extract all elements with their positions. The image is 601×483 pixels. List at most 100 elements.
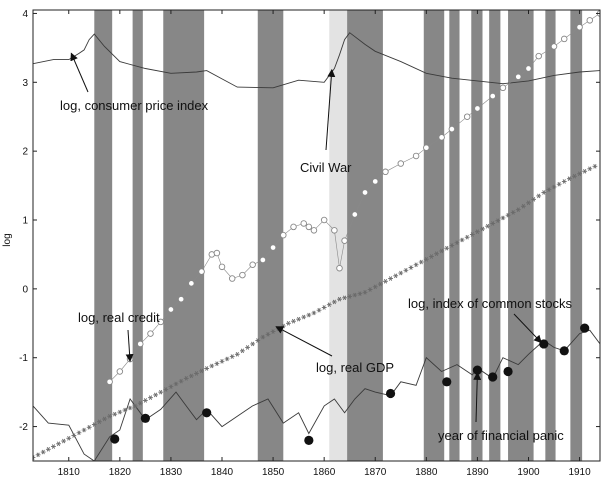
stock-index-point <box>213 249 221 257</box>
arrow-year-of-financial-panic <box>473 371 482 423</box>
x-tick-label: 1870 <box>364 467 387 478</box>
stock-index-point <box>448 125 456 133</box>
gdp-point <box>434 251 439 257</box>
stock-index-point <box>336 264 343 272</box>
panic-point <box>202 408 212 418</box>
gdp-point <box>163 387 169 392</box>
gdp-point <box>408 265 414 270</box>
recession-band <box>449 10 460 461</box>
gdp-point <box>199 368 204 374</box>
stock-index-point <box>157 318 164 326</box>
annotation-civil-war: Civil War <box>300 160 352 175</box>
stock-index-point <box>239 271 246 279</box>
stock-index-point <box>576 23 583 31</box>
panic-point <box>304 435 314 445</box>
stock-index-point <box>305 223 313 231</box>
gdp-point <box>393 273 399 279</box>
gdp-point <box>107 413 113 419</box>
gdp-point <box>219 358 225 364</box>
gdp-point <box>505 212 511 218</box>
stock-index-point <box>269 244 277 251</box>
recession-band <box>471 10 483 461</box>
stock-index-point <box>300 220 307 227</box>
gdp-point <box>331 299 337 305</box>
gdp-point <box>556 181 562 187</box>
arrow-real-gdp <box>275 326 333 357</box>
gdp-point <box>142 398 148 403</box>
recession-band <box>347 10 383 461</box>
panic-point <box>488 372 498 382</box>
y-axis: -2 -1 0 1 2 3 4 <box>19 9 600 433</box>
annotation-consumer-price-index: log, consumer price index <box>60 98 209 113</box>
panic-point <box>503 366 513 377</box>
gdp-point <box>148 395 153 400</box>
gdp-point <box>66 435 72 441</box>
gdp-point <box>444 245 450 251</box>
gdp-point <box>342 295 347 301</box>
gdp-point <box>352 292 358 298</box>
gdp-point <box>500 215 506 221</box>
gdp-point <box>137 400 143 406</box>
recession-bands <box>94 10 583 461</box>
gdp-point <box>561 179 567 184</box>
stock-index-point <box>228 275 236 282</box>
gdp-point <box>81 427 87 433</box>
gdp-point <box>592 163 598 169</box>
annotation-real-gdp: log, real GDP <box>316 360 394 375</box>
gdp-point <box>112 411 118 417</box>
stock-index-point <box>259 256 267 264</box>
gdp-point <box>510 210 516 215</box>
gdp-point <box>260 334 266 340</box>
gdp-point <box>526 200 531 206</box>
gdp-point <box>459 237 465 243</box>
gdp-point <box>296 316 302 322</box>
arrow-index-of-common-stocks <box>513 313 542 344</box>
stock-index-point <box>423 144 430 151</box>
gdp-point <box>214 361 220 366</box>
gdp-point <box>398 270 404 276</box>
gdp-point <box>306 312 312 318</box>
arrow-consumer-price-index <box>70 52 89 93</box>
x-tick-label: 1840 <box>211 467 234 478</box>
gdp-point <box>45 446 51 452</box>
gdp-point <box>413 262 419 268</box>
gdp-point <box>449 243 455 248</box>
stock-index-point <box>218 263 226 271</box>
gdp-point <box>255 338 261 343</box>
x-tick-label: 1910 <box>568 467 591 478</box>
x-tick-label: 1850 <box>262 467 285 478</box>
gdp-point <box>377 281 383 287</box>
gdp-point <box>403 267 409 273</box>
stock-index-point <box>106 378 113 386</box>
stock-index-point <box>290 223 297 231</box>
stock-index-point <box>371 178 379 185</box>
recession-band <box>423 10 445 461</box>
gdp-point <box>311 310 317 316</box>
panic-point <box>385 388 396 399</box>
stock-index-point <box>320 216 328 224</box>
annotation-real-credit: log, real credit <box>78 310 160 325</box>
gdp-point <box>464 234 470 240</box>
y-tick-label: -1 <box>19 353 28 364</box>
gdp-point <box>541 190 547 195</box>
gdp-point <box>362 289 368 295</box>
panic-point <box>580 323 590 333</box>
gdp-point <box>76 430 82 436</box>
stock-index-point <box>198 268 205 275</box>
gdp-point <box>316 307 322 313</box>
y-tick-label: -2 <box>19 422 28 433</box>
gdp-point <box>454 240 460 246</box>
gdp-point <box>475 229 480 235</box>
gdp-point <box>173 381 179 387</box>
gdp-point <box>204 366 210 371</box>
x-axis: 1810 1820 1830 1840 1850 1860 1870 1880 1890 1900… <box>58 10 591 478</box>
gdp-point <box>347 294 353 299</box>
x-tick-label: 1880 <box>415 467 438 478</box>
stock-index-point <box>489 92 496 100</box>
stock-index-point <box>147 330 154 337</box>
stock-index-point <box>351 211 359 218</box>
gdp-point <box>301 314 307 320</box>
stock-index-point <box>188 280 195 287</box>
gdp-point <box>183 376 189 381</box>
